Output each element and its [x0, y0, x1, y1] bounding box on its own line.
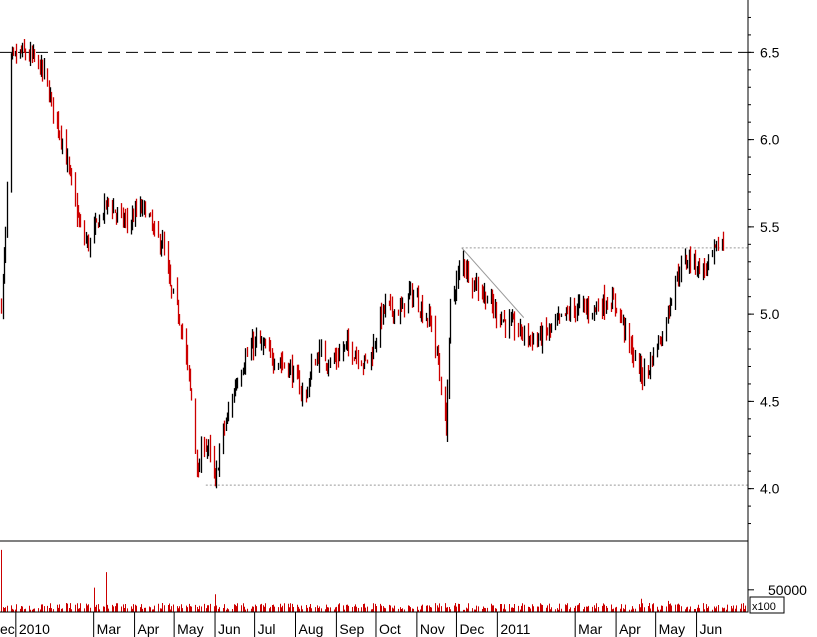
time-tick-label: Jun — [700, 621, 723, 637]
price-tick-label: 5.5 — [760, 219, 780, 235]
time-tick-label: Apr — [138, 621, 160, 637]
time-tick-label: Oct — [379, 621, 401, 637]
time-tick-label: Sep — [339, 621, 364, 637]
time-tick-label: Aug — [299, 621, 324, 637]
price-tick-label: 6.0 — [760, 132, 780, 148]
volume-axis: 50000 x100 — [748, 582, 807, 614]
time-tick-label: Nov — [420, 621, 445, 637]
volume-unit-label: x100 — [752, 601, 776, 613]
time-tick-label: ec — [0, 621, 15, 637]
time-tick-label: Jul — [258, 621, 276, 637]
time-tick-label: Dec — [459, 621, 484, 637]
time-tick-label: Jun — [218, 621, 241, 637]
price-panel: 6.5 6.0 5.5 5.0 4.5 4.0 — [0, 0, 780, 542]
time-axis: ec 2010 Mar Apr May Jun Jul Aug Sep Oct Nov Dec 2011… — [0, 611, 748, 637]
volume-tick-label: 50000 — [768, 582, 807, 598]
time-tick-label: Apr — [619, 621, 641, 637]
volume-series — [1, 549, 746, 612]
time-tick-label: May — [659, 621, 685, 637]
price-tick-label: 6.5 — [760, 44, 780, 60]
time-tick-label: Mar — [578, 621, 602, 637]
time-tick-label: Mar — [97, 621, 121, 637]
price-tick-label: 5.0 — [760, 306, 780, 322]
time-tick-label: 2010 — [19, 621, 50, 637]
price-tick-label: 4.0 — [760, 481, 780, 497]
time-tick-label: May — [177, 621, 203, 637]
candlestick-series — [0, 39, 725, 489]
time-tick-label: 2011 — [500, 621, 530, 637]
volume-panel: 50000 x100 — [0, 540, 807, 614]
price-axis: 6.5 6.0 5.5 5.0 4.5 4.0 — [748, 16, 780, 525]
trendline — [461, 247, 525, 318]
price-tick-label: 4.5 — [760, 393, 780, 409]
volume-panel-frame — [0, 540, 749, 613]
price-annotations — [0, 51, 748, 486]
volume-unit-box — [749, 596, 785, 614]
price-panel-frame — [0, 0, 749, 542]
